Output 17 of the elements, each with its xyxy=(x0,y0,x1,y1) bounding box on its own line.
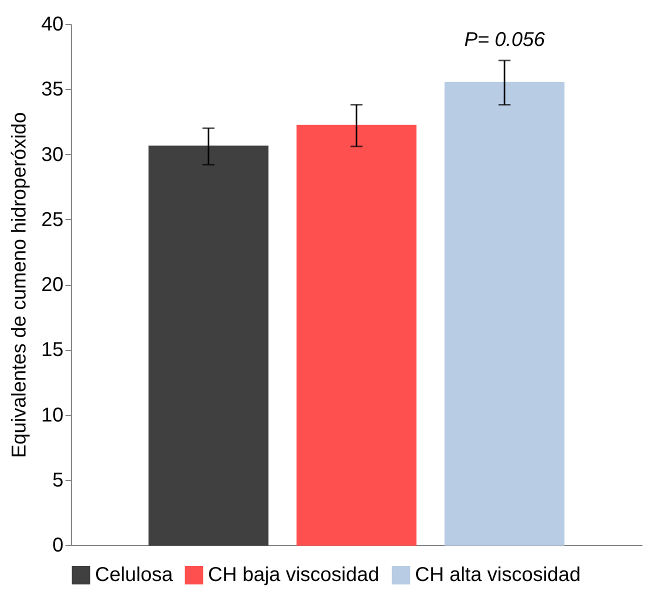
bar xyxy=(148,146,268,546)
y-tick-label: 25 xyxy=(41,208,64,231)
y-tick-label: 15 xyxy=(41,339,64,362)
y-tick-label: 0 xyxy=(52,534,64,556)
y-tick-label: 40 xyxy=(41,14,64,36)
bar xyxy=(444,82,564,546)
y-tick-label: 35 xyxy=(41,78,64,101)
annotation: P= 0.056 xyxy=(464,29,546,51)
legend-label: CH baja viscosidad xyxy=(208,564,380,586)
y-tick-label: 20 xyxy=(41,274,64,296)
y-tick-label: 30 xyxy=(41,144,64,166)
y-tick-label: 5 xyxy=(52,469,64,492)
legend-label: CH alta viscosidad xyxy=(415,564,581,586)
legend-label: Celulosa xyxy=(95,564,174,586)
y-axis-title: Equivalentes de cumeno hidroperóxido xyxy=(8,112,30,458)
bar xyxy=(296,124,416,546)
y-tick-label: 10 xyxy=(41,404,64,426)
